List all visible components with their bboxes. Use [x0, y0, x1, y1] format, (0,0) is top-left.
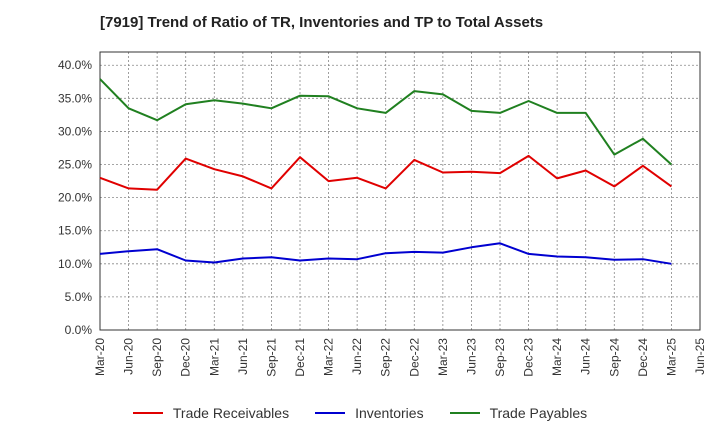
x-tick-label: Jun-25	[693, 338, 707, 375]
x-tick-label: Dec-22	[407, 338, 421, 377]
series-line-trade-payables	[99, 78, 673, 166]
series-line-trade-receivables	[99, 154, 672, 191]
legend-item-trade-payables: Trade Payables	[449, 405, 588, 421]
y-tick-label: 35.0%	[58, 91, 92, 105]
x-tick-label: Dec-23	[522, 338, 536, 377]
chart-title: [7919] Trend of Ratio of TR, Inventories…	[100, 14, 544, 31]
x-tick-label: Sep-24	[607, 338, 621, 377]
y-tick-label: 40.0%	[58, 58, 92, 72]
x-tick-label: Sep-22	[379, 338, 393, 377]
y-tick-label: 0.0%	[65, 323, 93, 337]
legend-swatch	[132, 412, 163, 414]
plot-area	[100, 52, 700, 330]
chart-legend: Trade Receivables Inventories Trade Payabl…	[0, 405, 720, 421]
y-tick-label: 10.0%	[58, 257, 92, 271]
x-tick-label: Sep-20	[150, 338, 164, 377]
legend-label: Trade Receivables	[172, 405, 290, 421]
legend-item-trade-receivables: Trade Receivables	[132, 405, 290, 421]
y-tick-label: 15.0%	[58, 224, 92, 238]
y-tick-label: 25.0%	[58, 158, 92, 172]
plot-frame	[99, 51, 701, 331]
x-tick-label: Mar-25	[664, 338, 678, 376]
legend-swatch	[315, 412, 346, 414]
x-tick-label: Jun-21	[236, 338, 250, 375]
x-tick-label: Sep-21	[264, 338, 278, 377]
y-tick-label: 30.0%	[58, 124, 92, 138]
x-tick-label: Mar-24	[550, 338, 564, 376]
x-tick-label: Jun-24	[579, 338, 593, 375]
x-tick-label: Mar-23	[436, 338, 450, 376]
x-tick-label: Dec-21	[293, 338, 307, 377]
x-tick-label: Jun-22	[350, 338, 364, 375]
y-tick-label: 20.0%	[58, 191, 92, 205]
x-tick-label: Sep-23	[493, 338, 507, 377]
x-tick-label: Dec-20	[179, 338, 193, 377]
x-tick-label: Jun-20	[122, 338, 136, 375]
series-line-inventories	[99, 242, 672, 265]
legend-label: Inventories	[355, 405, 424, 421]
x-tick-label: Mar-20	[93, 338, 107, 376]
y-tick-label: 5.0%	[65, 290, 93, 304]
legend-swatch	[449, 412, 480, 414]
x-tick-label: Jun-23	[464, 338, 478, 375]
legend-label: Trade Payables	[489, 405, 588, 421]
x-tick-label: Mar-21	[207, 338, 221, 376]
x-tick-label: Dec-24	[636, 338, 650, 377]
x-tick-label: Mar-22	[322, 338, 336, 376]
legend-item-inventories: Inventories	[315, 405, 424, 421]
